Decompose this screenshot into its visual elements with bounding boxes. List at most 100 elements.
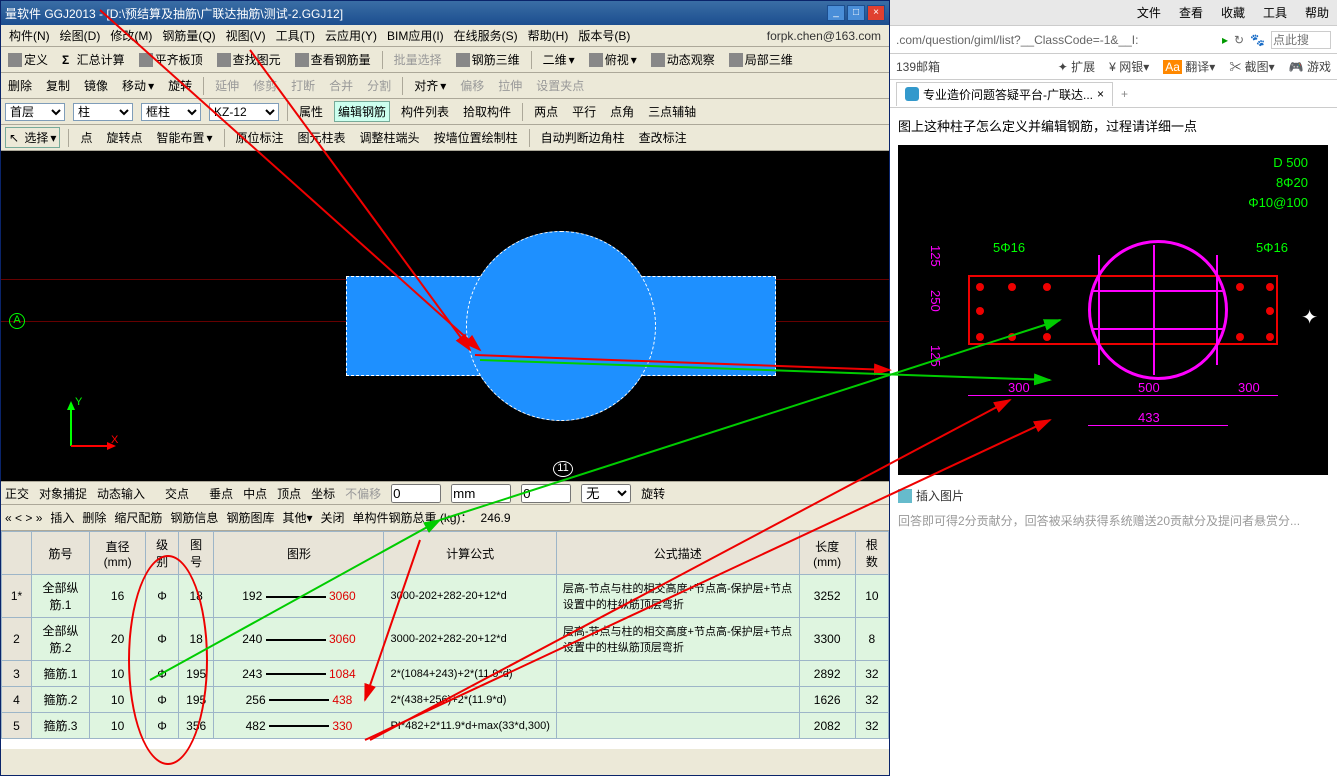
cell-name[interactable]: 全部纵筋.1 — [32, 575, 90, 618]
sb-mid[interactable]: 中点 — [243, 485, 267, 502]
cell-formula[interactable]: 2*(438+256)+2*(11.9*d) — [384, 687, 556, 713]
sb-rot[interactable]: 旋转 — [641, 485, 665, 502]
btn-offset[interactable]: 偏移 — [457, 76, 487, 95]
type-select[interactable]: 框柱 — [141, 103, 201, 121]
insert-pic-link[interactable]: 插入图片 — [898, 487, 1329, 504]
btn-extend[interactable]: 延伸 — [212, 76, 242, 95]
menu-component[interactable]: 构件(N) — [5, 27, 54, 44]
category-select[interactable]: 柱 — [73, 103, 133, 121]
cell-grade[interactable]: Φ — [146, 575, 179, 618]
cell-cnt[interactable]: 32 — [855, 713, 888, 739]
id-select[interactable]: KZ-12 — [209, 103, 279, 121]
maximize-button[interactable]: □ — [847, 5, 865, 21]
cell-dia[interactable]: 16 — [89, 575, 145, 618]
btn-dyn[interactable]: 动态观察 — [648, 50, 718, 69]
cell-dia[interactable]: 20 — [89, 618, 145, 661]
cell-cnt[interactable]: 8 — [855, 618, 888, 661]
sb-xpt[interactable]: 交点 — [165, 485, 189, 502]
drawing-viewport[interactable]: A 11 Y X — [1, 151, 889, 481]
cell-shape[interactable]: 256 438 — [214, 687, 384, 713]
tab-insert[interactable]: 插入 — [50, 509, 74, 526]
cell-shape[interactable]: 482 330 — [214, 713, 384, 739]
cell-fig[interactable]: 195 — [178, 661, 214, 687]
tab-info[interactable]: 钢筋信息 — [170, 509, 218, 526]
btn-rotate[interactable]: 旋转 — [165, 76, 195, 95]
cell-fig[interactable]: 356 — [178, 713, 214, 739]
btn-viewbar[interactable]: 查看钢筋量 — [292, 50, 374, 69]
btn-list[interactable]: 构件列表 — [398, 102, 452, 121]
btn-find[interactable]: 查找图元 — [214, 50, 284, 69]
tool-trans[interactable]: Aa 翻译▾ — [1163, 58, 1215, 75]
cell-grade[interactable]: Φ — [146, 687, 179, 713]
btn-split[interactable]: 分割 — [364, 76, 394, 95]
btn-point[interactable]: 点 — [77, 128, 95, 147]
menu-view[interactable]: 视图(V) — [222, 27, 270, 44]
minimize-button[interactable]: _ — [827, 5, 845, 21]
btn-sum[interactable]: Σ 汇总计算 — [59, 50, 128, 69]
menu-online[interactable]: 在线服务(S) — [450, 27, 522, 44]
btn-prop[interactable]: 属性 — [296, 102, 326, 121]
sb-none[interactable]: 无 — [581, 484, 631, 503]
cell-grade[interactable]: Φ — [146, 618, 179, 661]
cell-name[interactable]: 箍筋.3 — [32, 713, 90, 739]
close-button[interactable]: × — [867, 5, 885, 21]
btn-rotpt[interactable]: 旋转点 — [103, 128, 145, 147]
sb-apex[interactable]: 顶点 — [277, 485, 301, 502]
cell-fig[interactable]: 195 — [178, 687, 214, 713]
btn-align[interactable]: 对齐▾ — [411, 76, 449, 95]
cell-formula[interactable]: PI*482+2*11.9*d+max(33*d,300) — [384, 713, 556, 739]
btn-copy[interactable]: 复制 — [43, 76, 73, 95]
btn-par[interactable]: 平行 — [569, 102, 599, 121]
btn-move[interactable]: 移动▾ — [119, 76, 157, 95]
btn-stretch[interactable]: 拉伸 — [495, 76, 525, 95]
btn-merge[interactable]: 合并 — [326, 76, 356, 95]
cell-shape[interactable]: 243 1084 — [214, 661, 384, 687]
menu-bim[interactable]: BIM应用(I) — [383, 27, 448, 44]
btn-2d[interactable]: 二维▾ — [540, 50, 578, 69]
cell-fig[interactable]: 18 — [178, 575, 214, 618]
cell-shape[interactable]: 192 3060 — [214, 575, 384, 618]
cell-dia[interactable]: 10 — [89, 713, 145, 739]
table-row[interactable]: 3箍筋.110Φ195243 10842*(1084+243)+2*(11.9*… — [2, 661, 889, 687]
cell-grade[interactable]: Φ — [146, 713, 179, 739]
cell-name[interactable]: 全部纵筋.2 — [32, 618, 90, 661]
sb-offset1[interactable] — [391, 484, 441, 503]
bm-tools[interactable]: 工具 — [1263, 4, 1287, 21]
cell-dia[interactable]: 10 — [89, 661, 145, 687]
btn-three[interactable]: 三点辅轴 — [645, 102, 699, 121]
btn-pick[interactable]: 拾取构件 — [460, 102, 514, 121]
btn-flat[interactable]: 平齐板顶 — [136, 50, 206, 69]
btn-break[interactable]: 打断 — [288, 76, 318, 95]
btn-adjend[interactable]: 调整柱端头 — [357, 128, 423, 147]
floor-select[interactable]: 首层 — [5, 103, 65, 121]
sb-osnap[interactable]: 对象捕捉 — [39, 485, 87, 502]
btn-local3d[interactable]: 局部三维 — [726, 50, 796, 69]
cell-cnt[interactable]: 10 — [855, 575, 888, 618]
cell-dia[interactable]: 10 — [89, 687, 145, 713]
btn-3d[interactable]: 钢筋三维 — [453, 50, 523, 69]
menu-modify[interactable]: 修改(M) — [106, 27, 156, 44]
btn-coltab[interactable]: 图元柱表 — [295, 128, 349, 147]
cell-fig[interactable]: 18 — [178, 618, 214, 661]
sb-ortho[interactable]: 正交 — [5, 485, 29, 502]
refresh-icon[interactable]: ↻ — [1234, 33, 1244, 47]
sb-perp[interactable]: 垂点 — [209, 485, 233, 502]
btn-smart[interactable]: 智能布置▾ — [153, 128, 215, 147]
btn-mirror[interactable]: 镜像 — [81, 76, 111, 95]
menu-help[interactable]: 帮助(H) — [524, 27, 573, 44]
btn-trim[interactable]: 修剪 — [250, 76, 280, 95]
btn-grip[interactable]: 设置夹点 — [533, 76, 587, 95]
cell-cnt[interactable]: 32 — [855, 661, 888, 687]
bm-help[interactable]: 帮助 — [1305, 4, 1329, 21]
bm-fav[interactable]: 收藏 — [1221, 4, 1245, 21]
btn-delete[interactable]: 删除 — [5, 76, 35, 95]
tool-shot[interactable]: ✂ 截图▾ — [1229, 58, 1274, 75]
tab-lib[interactable]: 钢筋图库 — [226, 509, 274, 526]
browser-tab[interactable]: 专业造价问题答疑平台-广联达... × — [896, 82, 1113, 106]
cell-formula[interactable]: 2*(1084+243)+2*(11.9*d) — [384, 661, 556, 687]
tool-mail[interactable]: 139邮箱 — [896, 58, 940, 75]
search-input[interactable] — [1271, 31, 1331, 49]
table-row[interactable]: 5箍筋.310Φ356482 330PI*482+2*11.9*d+max(33… — [2, 713, 889, 739]
tool-game[interactable]: 🎮 游戏 — [1289, 58, 1331, 75]
tool-ext[interactable]: ✦ 扩展 — [1058, 58, 1095, 75]
